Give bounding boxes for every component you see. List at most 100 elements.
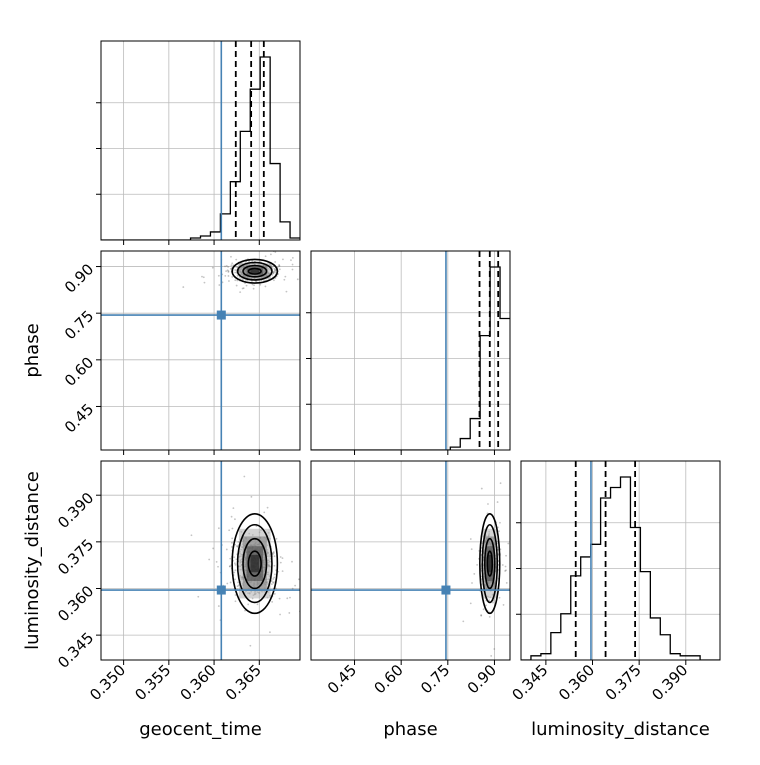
contour-1 (242, 264, 268, 278)
histogram-geocent_time (101, 56, 300, 240)
sample-point (499, 482, 502, 485)
sample-point (217, 527, 220, 530)
sample-point (302, 267, 304, 269)
joint-panel-phase-luminosity_distance (310, 460, 511, 661)
sample-point (297, 578, 300, 581)
sample-point (272, 581, 275, 584)
sample-point (496, 501, 499, 503)
sample-point (226, 269, 229, 272)
diag-panel-phase (306, 250, 511, 451)
sample-point (492, 601, 494, 604)
sample-point (233, 562, 236, 565)
sample-point (228, 565, 231, 568)
sample-point (487, 503, 489, 505)
sample-point (278, 597, 281, 600)
sample-point (217, 274, 220, 277)
sample-point (272, 552, 275, 555)
sample-point (237, 540, 240, 543)
sample-point (288, 612, 291, 614)
sample-point (482, 608, 485, 611)
diag-panel-geocent_time (96, 40, 301, 241)
sample-point (234, 518, 236, 521)
panel-frame (100, 460, 301, 661)
sample-point (485, 604, 487, 607)
sample-point (488, 599, 491, 602)
sample-point (234, 578, 236, 581)
sample-point (294, 584, 297, 587)
x-tick-label: 0.345 (508, 661, 551, 704)
sample-point (230, 515, 233, 518)
sample-point (241, 287, 244, 290)
sample-point (281, 570, 284, 573)
sample-point (493, 648, 496, 650)
contour-2 (236, 523, 273, 604)
sample-point (501, 564, 504, 566)
sample-point (182, 286, 185, 288)
sample-point (273, 576, 276, 579)
sample-point (248, 260, 251, 263)
sample-point (234, 563, 237, 566)
sample-point (234, 600, 237, 603)
sample-point (231, 275, 234, 278)
sample-point (471, 582, 473, 584)
sample-point (273, 593, 276, 595)
sample-point (236, 545, 238, 547)
sample-point (274, 269, 277, 271)
injection-marker (216, 310, 226, 320)
sample-point (230, 264, 233, 267)
sample-point (272, 271, 275, 274)
x-axis-label: phase (383, 719, 437, 740)
sample-point (211, 266, 214, 269)
sample-point (234, 594, 237, 596)
contour-0 (247, 267, 262, 275)
sample-point (253, 284, 255, 287)
sample-point (504, 565, 507, 568)
sample-point (201, 275, 203, 278)
sample-point (273, 555, 276, 558)
sample-point (224, 265, 226, 268)
sample-point (270, 253, 272, 256)
sample-point (233, 556, 236, 559)
sample-point (498, 530, 500, 533)
sample-point (283, 278, 286, 281)
sample-point (480, 487, 483, 490)
sample-point (285, 290, 288, 293)
sample-point (469, 538, 472, 540)
diag-panel-luminosity_distance (516, 460, 721, 661)
contour-3 (231, 513, 279, 615)
sample-point (243, 475, 246, 478)
sample-point (229, 581, 232, 584)
sample-point (469, 602, 472, 605)
contour-1 (242, 537, 268, 590)
sample-point (275, 537, 278, 540)
sample-point (234, 271, 237, 274)
sample-point (217, 605, 220, 607)
sample-point (274, 261, 277, 263)
x-axis-label: geocent_time (139, 719, 262, 740)
sample-point (279, 613, 281, 616)
sample-point (234, 279, 237, 282)
sample-point (225, 548, 228, 551)
sample-point (504, 570, 507, 572)
contour-3 (479, 513, 501, 615)
sample-point (251, 283, 254, 286)
sample-point (197, 595, 200, 598)
x-axis-label: luminosity_distance (531, 719, 710, 740)
sample-point (245, 284, 248, 287)
sample-point (480, 614, 483, 617)
sample-point (507, 542, 510, 545)
histogram-phase (311, 266, 510, 450)
y-axis-label: luminosity_distance (22, 471, 43, 650)
sample-point (279, 556, 282, 558)
sample-point (505, 554, 507, 557)
joint-panel-geocent_time-phase (100, 250, 304, 451)
sample-point (228, 529, 231, 532)
contour-3 (231, 258, 279, 284)
sample-point (202, 276, 205, 279)
sample-point (499, 521, 501, 524)
sample-point (291, 256, 294, 259)
y-axis-label: phase (22, 323, 43, 377)
sample-point (226, 582, 229, 585)
sample-point (274, 269, 276, 272)
sample-point (470, 548, 473, 551)
